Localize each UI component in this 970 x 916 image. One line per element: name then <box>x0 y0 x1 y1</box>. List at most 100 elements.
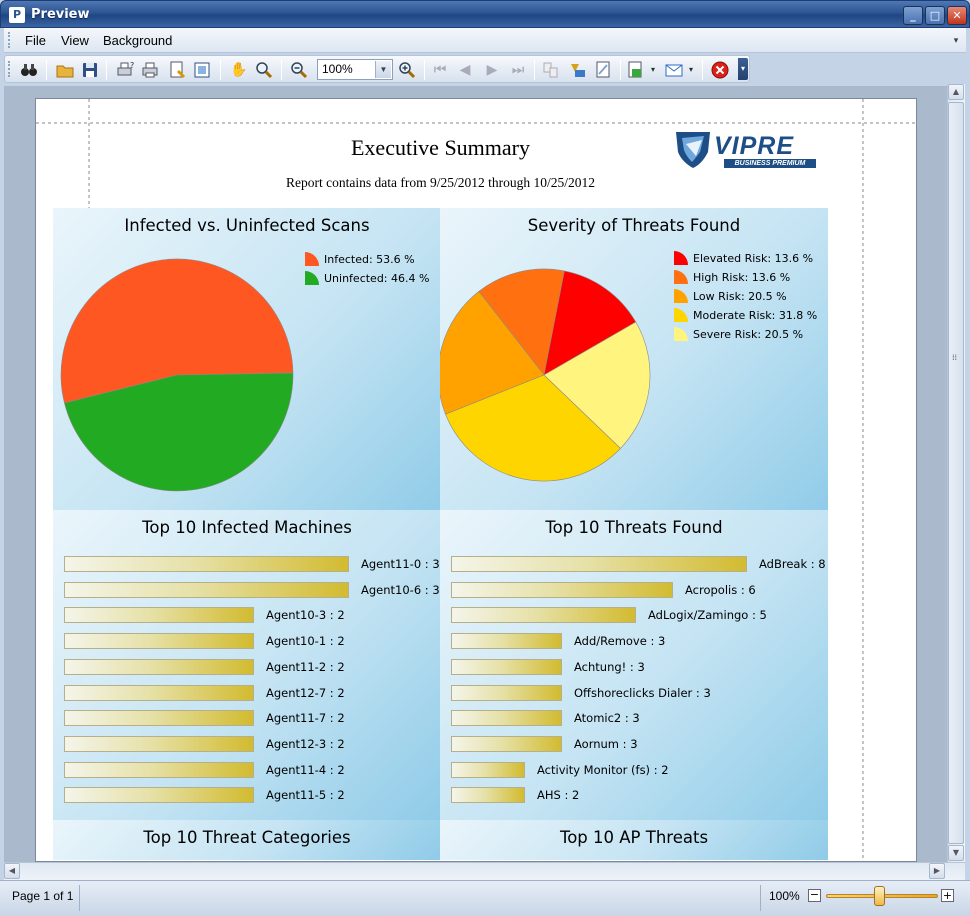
legend-item-severe: Severe Risk: 20.5 % <box>674 327 817 346</box>
vertical-scroll-thumb[interactable]: ⁞⁞ <box>948 102 964 844</box>
vertical-scrollbar[interactable]: ▲ ⁞⁞ ▼ <box>947 84 965 862</box>
print-setup-icon[interactable]: ? <box>114 59 136 81</box>
multiple-pages-icon[interactable] <box>540 59 562 81</box>
chevron-down-icon[interactable]: ▼ <box>375 61 391 78</box>
legend-label: Elevated Risk: 13.6 % <box>693 252 814 265</box>
legend-swatch-icon <box>305 271 319 285</box>
previous-page-icon[interactable]: ◀ <box>459 62 471 78</box>
maximize-button[interactable]: □ <box>925 6 945 25</box>
toolbar-separator <box>702 60 703 80</box>
pie-slice-low-risk <box>440 290 545 415</box>
menu-overflow-chevron-icon[interactable]: ▾ <box>953 36 959 46</box>
scale-page-icon[interactable] <box>191 59 213 81</box>
legend-item-elevated: Elevated Risk: 13.6 % <box>674 251 817 270</box>
toolbar-separator <box>281 60 282 80</box>
scroll-right-icon[interactable]: ▶ <box>929 863 945 879</box>
pie-slice-moderate-risk <box>445 374 621 482</box>
first-page-icon[interactable]: ⏮ <box>433 62 447 78</box>
export-document-icon[interactable] <box>625 59 647 81</box>
threats-found-panel: Top 10 Threats Found AdBreak : 8 Acropoli… <box>440 510 828 820</box>
toolbar-grip[interactable] <box>8 61 11 77</box>
pie-slice-infected <box>60 258 294 404</box>
scroll-down-icon[interactable]: ▼ <box>948 845 964 861</box>
bar-agent10-3 <box>64 607 254 624</box>
toolbar-separator <box>534 60 535 80</box>
menu-bar: File View Background ▾ <box>4 28 966 53</box>
bar-label: AHS : 2 <box>537 788 580 803</box>
bar-agent10-1 <box>64 633 254 650</box>
close-button[interactable]: ✕ <box>947 6 967 25</box>
legend-item-infected: Infected: 53.6 % <box>305 252 429 271</box>
status-bar: Page 1 of 1 100% − + <box>0 880 970 916</box>
report-title: Executive Summary <box>350 135 530 160</box>
bar-label: Achtung! : 3 <box>574 659 645 674</box>
watermark-icon[interactable] <box>592 59 614 81</box>
bar-agent11-0 <box>64 556 349 572</box>
minimize-button[interactable]: _ <box>903 6 923 25</box>
scroll-up-icon[interactable]: ▲ <box>948 84 964 100</box>
logo-subtext: BUSINESS PREMIUM <box>724 159 816 168</box>
bar-label: Aornum : 3 <box>574 736 638 751</box>
severity-pie-chart <box>440 268 651 482</box>
bar-label: Atomic2 : 3 <box>574 711 640 726</box>
zoom-combo[interactable]: 100% ▼ <box>317 59 393 80</box>
last-page-icon[interactable]: ⏭ <box>511 62 525 78</box>
print-icon[interactable] <box>139 59 161 81</box>
menu-background[interactable]: Background <box>103 33 173 48</box>
email-dropdown-chevron-icon[interactable]: ▾ <box>688 65 693 74</box>
close-preview-icon[interactable] <box>709 59 731 81</box>
export-dropdown-chevron-icon[interactable]: ▾ <box>650 65 655 74</box>
bar-label: Agent10-6 : 3 <box>361 582 440 597</box>
legend-item-low: Low Risk: 20.5 % <box>674 289 817 308</box>
bar-activity-monitor-fs- <box>451 761 525 778</box>
background-color-icon[interactable] <box>566 59 588 81</box>
open-folder-icon[interactable] <box>54 59 76 81</box>
chart-title: Top 10 Threat Categories <box>143 828 351 847</box>
menu-file[interactable]: File <box>25 33 46 48</box>
zoom-out-icon[interactable] <box>288 59 310 81</box>
bar-label: Agent11-0 : 3 <box>361 557 440 571</box>
bar-agent11-5 <box>64 787 254 804</box>
bar-adlogix-zamingo <box>451 607 636 624</box>
menu-view[interactable]: View <box>61 33 89 48</box>
scroll-left-icon[interactable]: ◀ <box>4 863 20 879</box>
save-disk-icon[interactable] <box>79 59 101 81</box>
zoom-plus-button[interactable]: + <box>941 889 954 902</box>
send-email-icon[interactable] <box>663 59 685 81</box>
window-title: Preview <box>31 7 90 22</box>
page-setup-icon[interactable] <box>166 59 188 81</box>
toolbar-overflow-chevron-icon[interactable]: ▾ <box>738 58 748 80</box>
status-zoom-value: 100% <box>769 889 800 903</box>
legend-label: Moderate Risk: 31.8 % <box>693 309 818 322</box>
logo-wordmark: VIPRE <box>714 132 795 160</box>
toolbar: ? ✋ 100% ▼ ⏮ ◀ ▶ ⏭ ▾ ▾ <box>4 55 750 83</box>
severity-legend: Elevated Risk: 13.6 % High Risk: 13.6 % … <box>674 251 817 346</box>
pie-slice-elevated-risk <box>543 270 637 376</box>
bar-aornum <box>451 735 562 752</box>
hand-tool-icon[interactable]: ✋ <box>230 62 248 78</box>
chart-title: Top 10 AP Threats <box>559 828 709 847</box>
chart-title: Infected vs. Uninfected Scans <box>124 216 370 235</box>
next-page-icon[interactable]: ▶ <box>486 62 498 78</box>
zoom-minus-button[interactable]: − <box>808 888 821 902</box>
chart-title: Top 10 Threats Found <box>545 518 723 537</box>
menu-grip[interactable] <box>8 32 11 48</box>
find-binoculars-icon[interactable] <box>18 59 40 81</box>
thumb-grip-icon: ⁞⁞ <box>952 353 958 362</box>
pie-slice-uninfected <box>64 372 294 492</box>
preview-app-icon[interactable]: P <box>9 7 25 23</box>
horizontal-scrollbar[interactable]: ◀ ▶ <box>4 862 965 880</box>
legend-swatch-icon <box>674 251 688 265</box>
zoom-slider-thumb[interactable] <box>874 886 885 906</box>
toolbar-separator <box>106 60 107 80</box>
bar-label: AdBreak : 8 <box>759 557 826 571</box>
zoom-in-icon[interactable] <box>396 59 418 81</box>
legend-label: Severe Risk: 20.5 % <box>693 328 804 341</box>
chart-title: Severity of Threats Found <box>527 216 741 235</box>
bar-offshoreclicks-dialer <box>451 684 562 701</box>
bar-label: Offshoreclicks Dialer : 3 <box>574 685 711 700</box>
legend-item-high: High Risk: 13.6 % <box>674 270 817 289</box>
bar-acropolis <box>451 581 673 598</box>
magnifier-icon[interactable] <box>253 59 275 81</box>
infected-scans-panel: Infected vs. Uninfected Scans Infected: … <box>53 208 441 518</box>
